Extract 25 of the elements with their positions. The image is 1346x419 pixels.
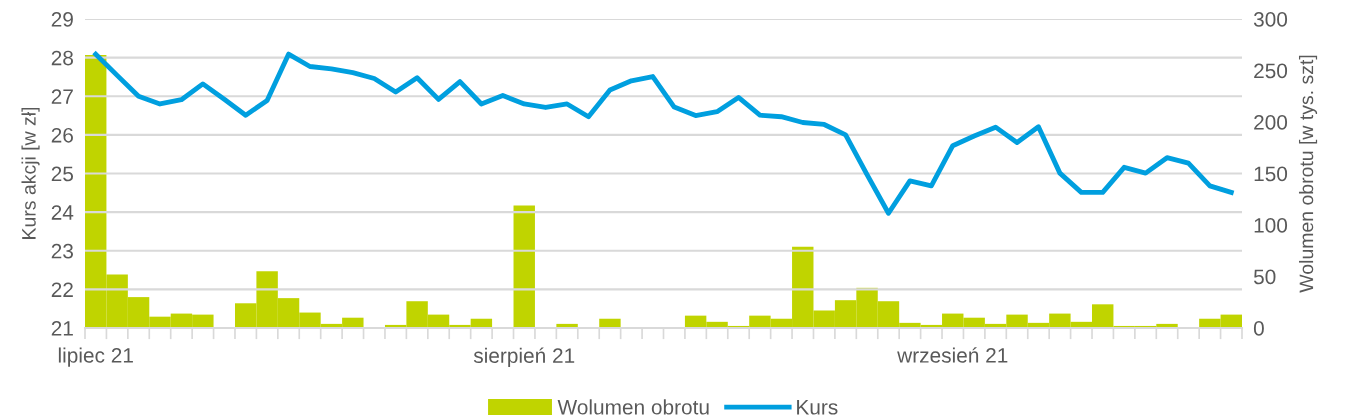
y-tick-label: 29 [51,12,73,27]
y-tick-label: 28 [51,50,73,66]
y2-tick-label: 0 [1253,321,1264,336]
y2-tick-label: 200 [1254,115,1288,130]
y-tick-label: 21 [51,321,73,336]
legend-label: Wolumen obrotu [557,399,709,415]
y2-tick-label: 300 [1253,12,1288,27]
x-tick-label: lipiec 21 [58,347,133,367]
x-tick-label: sierpień 21 [473,347,575,368]
y-tick-label: 22 [51,282,73,297]
y2-tick-label: 150 [1254,166,1288,182]
y2-axis-title: Wolumen obrotu [w tys. szt] [1298,55,1318,293]
bar [513,205,535,328]
legend-label: Kurs [797,400,838,415]
y-tick-label: 24 [51,205,74,220]
y-tick-label: 27 [51,89,73,104]
y2-tick-label: 50 [1253,269,1276,285]
y2-tick-label: 250 [1254,63,1288,79]
y-tick-label: 25 [51,166,74,182]
y-axis-title: Kurs akcji [w zł] [21,107,40,239]
y-tick-label: 26 [51,127,73,143]
y-tick-label: 23 [51,243,73,259]
x-tick-label: wrzesień 21 [897,347,1008,363]
line-series [93,51,1234,216]
y2-tick-label: 100 [1254,218,1288,233]
